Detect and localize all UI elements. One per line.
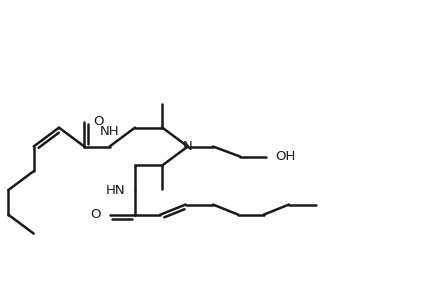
Text: N: N (183, 140, 193, 153)
Text: OH: OH (275, 150, 295, 163)
Text: HN: HN (106, 183, 126, 197)
Text: NH: NH (100, 125, 119, 138)
Text: O: O (94, 115, 104, 128)
Text: O: O (90, 208, 101, 221)
